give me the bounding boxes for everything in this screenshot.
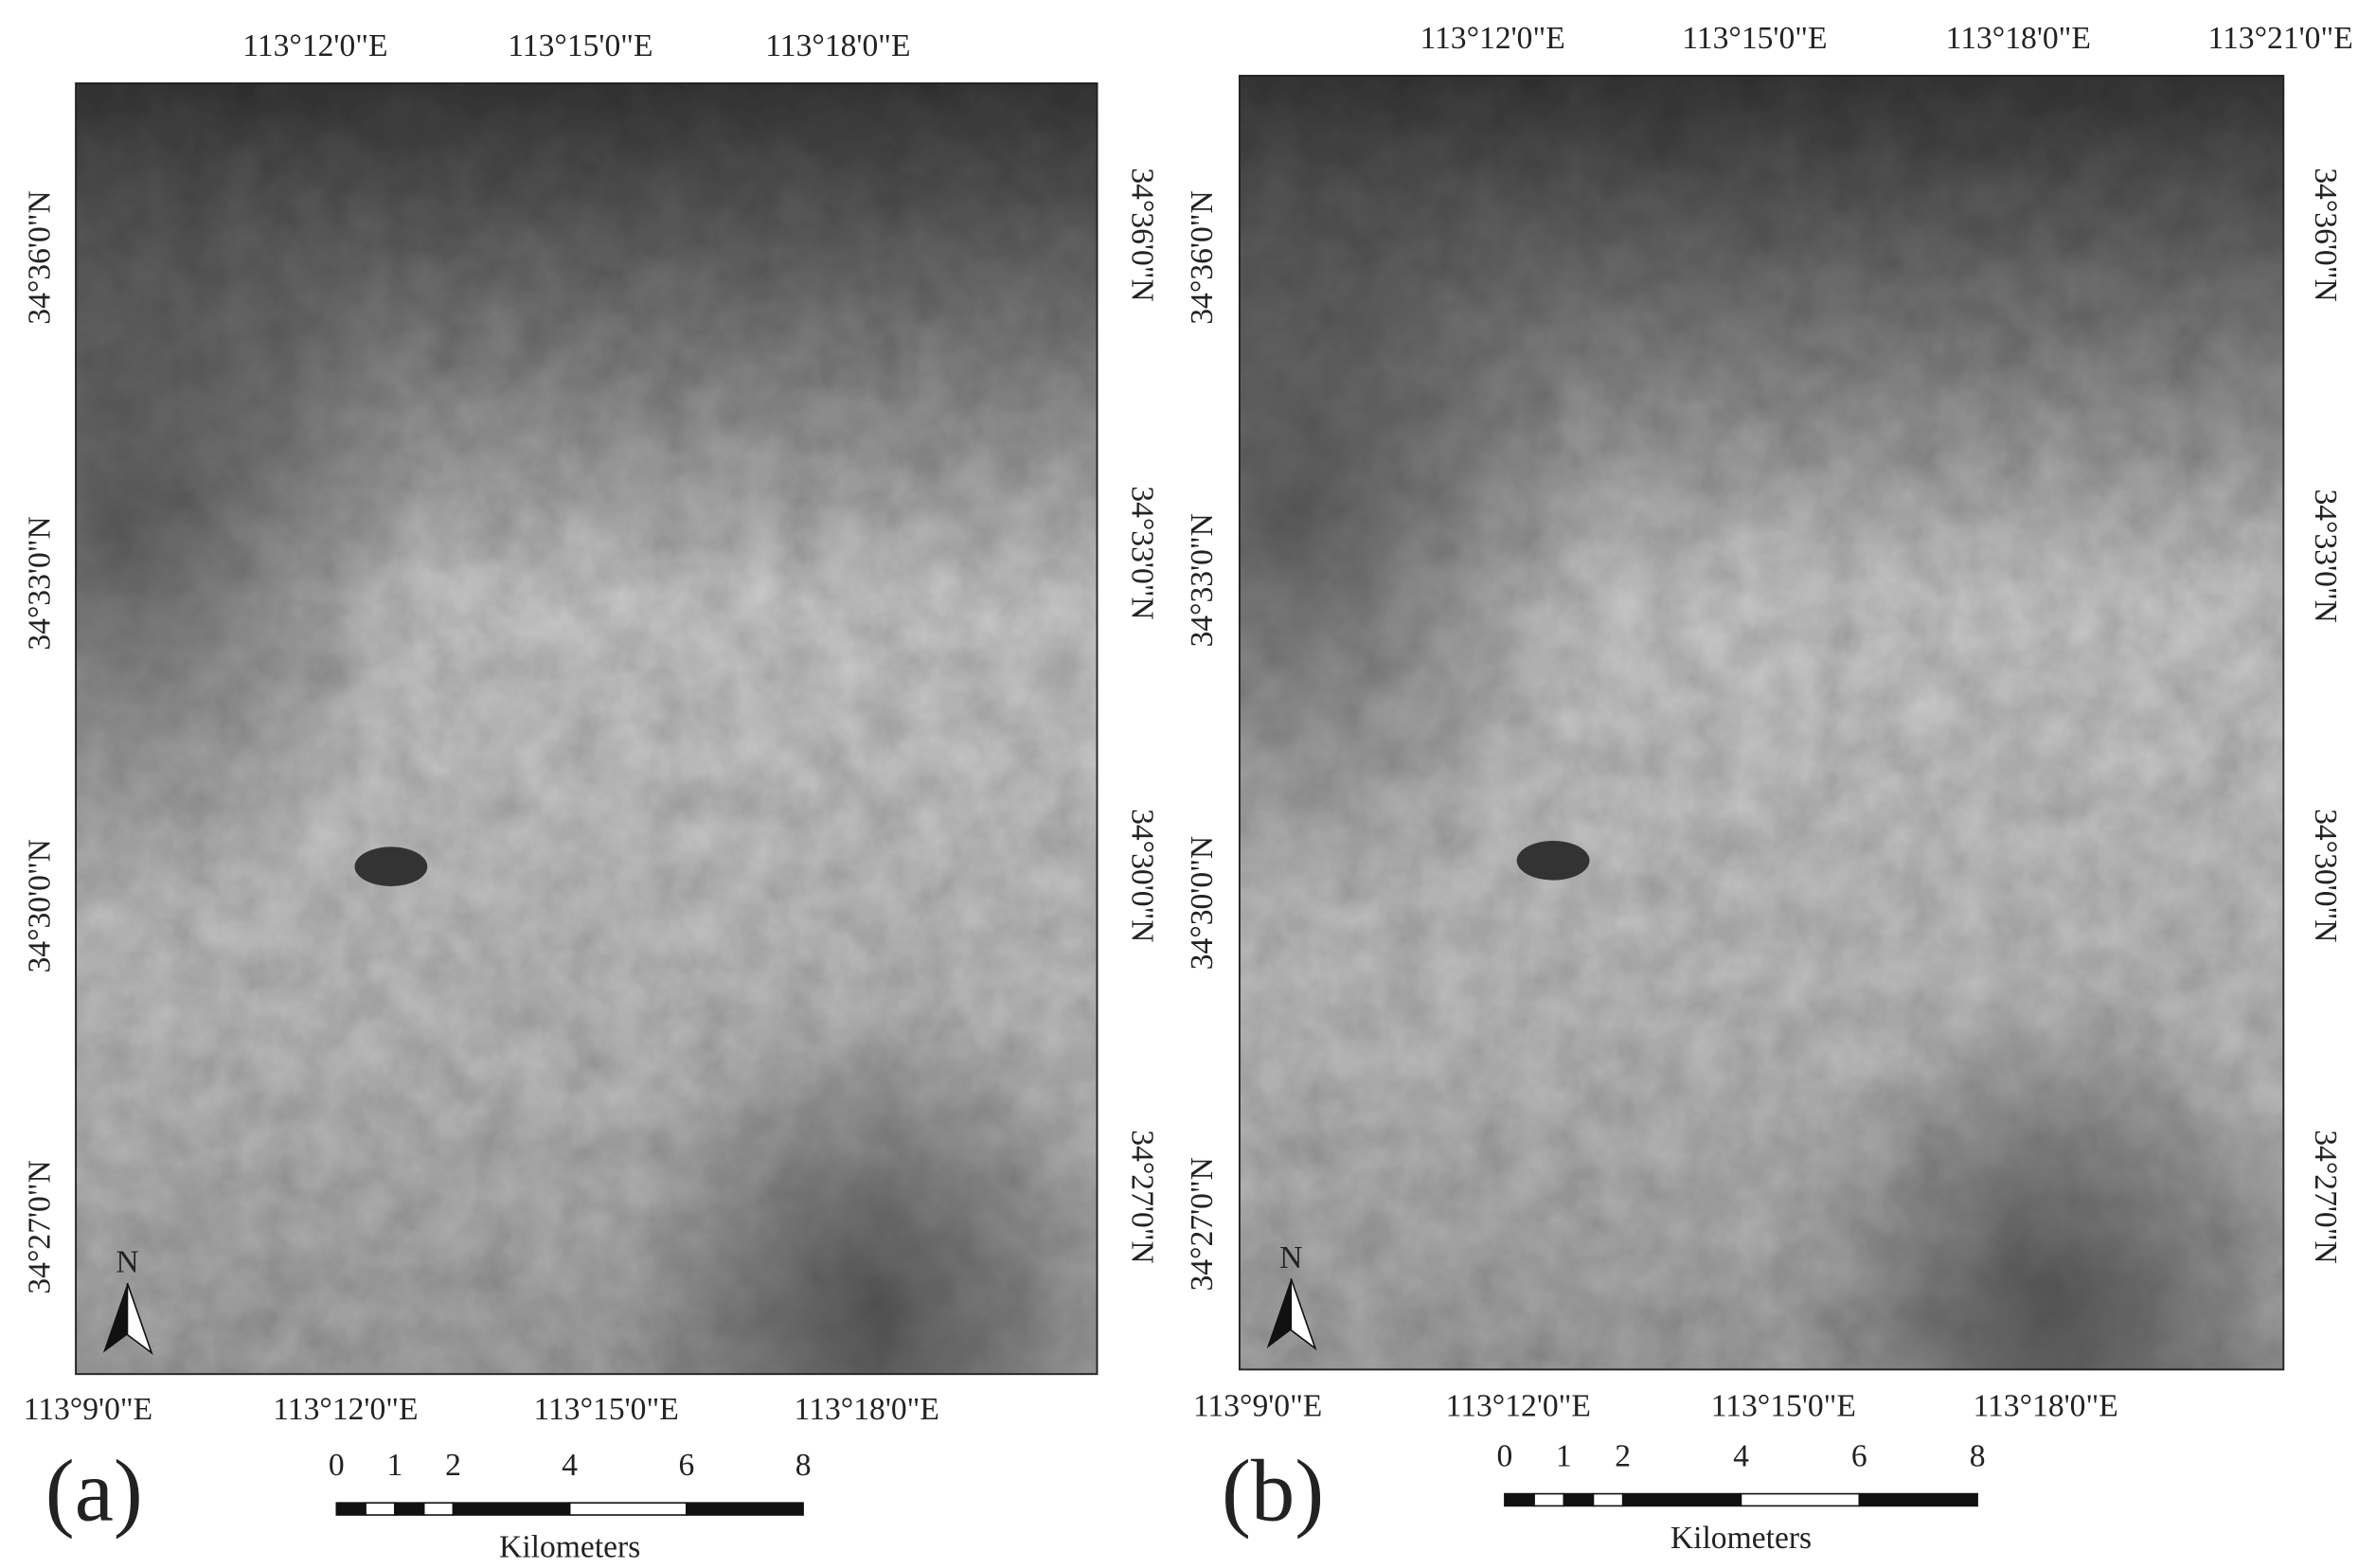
bottom-tick-label: 113°18'0"E	[795, 1392, 939, 1427]
left-tick-label: 34°33'0"N	[1185, 513, 1220, 647]
top-tick-label: 113°18'0"E	[765, 28, 910, 63]
left-tick-label: 34°36'0"N	[1185, 190, 1220, 324]
scale-bar-segment	[1858, 1492, 1978, 1507]
bottom-tick-label: 113°15'0"E	[1711, 1389, 1856, 1424]
right-tick-label: 34°30'0"N	[1125, 809, 1160, 942]
scale-bar-label: 2	[445, 1448, 461, 1483]
scale-bar-label: 8	[1970, 1439, 1986, 1474]
scale-bar-segment	[422, 1502, 455, 1516]
scale-bar-segment	[1740, 1492, 1861, 1507]
left-tick-label: 34°30'0"N	[23, 839, 58, 972]
scale-bar-segment	[1592, 1492, 1624, 1507]
scale-bar-segment	[1533, 1492, 1565, 1507]
scale-bar-segment	[394, 1502, 425, 1516]
scale-bar-label: 0	[329, 1448, 345, 1483]
right-tick-label: 34°30'0"N	[2308, 809, 2343, 942]
top-tick-label: 113°21'0"E	[2207, 21, 2352, 56]
reservoir	[1516, 841, 1590, 881]
scale-bar-label: 2	[1615, 1439, 1631, 1474]
bottom-tick-label: 113°9'0"E	[24, 1392, 152, 1427]
scale-bar-segment	[1621, 1492, 1742, 1507]
scale-bar-segment	[686, 1502, 804, 1516]
left-tick-label: 34°36'0"N	[23, 190, 58, 324]
north-arrow	[102, 1283, 128, 1353]
top-tick-label: 113°15'0"E	[508, 28, 652, 63]
north-arrow	[1290, 1278, 1317, 1351]
scale-bar-unit: Kilometers	[499, 1530, 640, 1565]
bottom-tick-label: 113°15'0"E	[533, 1392, 678, 1427]
right-tick-label: 34°33'0"N	[2308, 489, 2343, 622]
panel-label: (a)	[45, 1442, 143, 1540]
left-tick-label: 34°27'0"N	[23, 1160, 58, 1293]
top-tick-label: 113°15'0"E	[1682, 21, 1827, 56]
left-tick-label: 34°30'0"N	[1185, 836, 1220, 970]
scale-bar-segment	[1504, 1492, 1535, 1507]
bottom-tick-label: 113°9'0"E	[1193, 1389, 1322, 1424]
bottom-tick-label: 113°12'0"E	[1446, 1389, 1591, 1424]
map-shade	[1239, 76, 2284, 1370]
panel-label: (b)	[1222, 1442, 1324, 1540]
scale-bar-segment	[568, 1502, 688, 1516]
scale-bar-segment	[365, 1502, 396, 1516]
scale-bar-segment	[1563, 1492, 1595, 1507]
top-tick-label: 113°18'0"E	[1946, 21, 2091, 56]
scale-bar-segment	[452, 1502, 571, 1516]
left-tick-label: 34°27'0"N	[1185, 1157, 1220, 1291]
reservoir	[354, 846, 428, 886]
map-frame	[75, 82, 1099, 1376]
north-arrow	[126, 1282, 153, 1356]
top-tick-label: 113°12'0"E	[1420, 21, 1564, 56]
scale-bar-label: 4	[562, 1448, 578, 1483]
map-frame	[1238, 75, 2285, 1371]
right-tick-label: 34°36'0"N	[1125, 168, 1160, 301]
right-tick-label: 34°27'0"N	[1125, 1130, 1160, 1263]
right-tick-label: 34°33'0"N	[1125, 486, 1160, 619]
top-tick-label: 113°12'0"E	[242, 28, 387, 63]
scale-bar-label: 1	[1556, 1439, 1572, 1474]
right-tick-label: 34°27'0"N	[2308, 1130, 2343, 1263]
scale-bar-label: 8	[795, 1448, 812, 1483]
north-label: N	[116, 1245, 138, 1280]
scale-bar-unit: Kilometers	[1670, 1521, 1812, 1556]
left-tick-label: 34°33'0"N	[23, 516, 58, 650]
scale-bar-label: 4	[1733, 1439, 1749, 1474]
right-tick-label: 34°36'0"N	[2308, 168, 2343, 301]
scale-bar-label: 1	[387, 1448, 403, 1483]
scale-bar-label: 6	[1851, 1439, 1867, 1474]
map-shade	[76, 83, 1098, 1375]
scale-bar-segment	[335, 1502, 366, 1516]
north-label: N	[1279, 1240, 1302, 1275]
scale-bar-label: 0	[1497, 1439, 1513, 1474]
bottom-tick-label: 113°12'0"E	[273, 1392, 418, 1427]
bottom-tick-label: 113°18'0"E	[1973, 1389, 2117, 1424]
scale-bar-label: 6	[679, 1448, 695, 1483]
